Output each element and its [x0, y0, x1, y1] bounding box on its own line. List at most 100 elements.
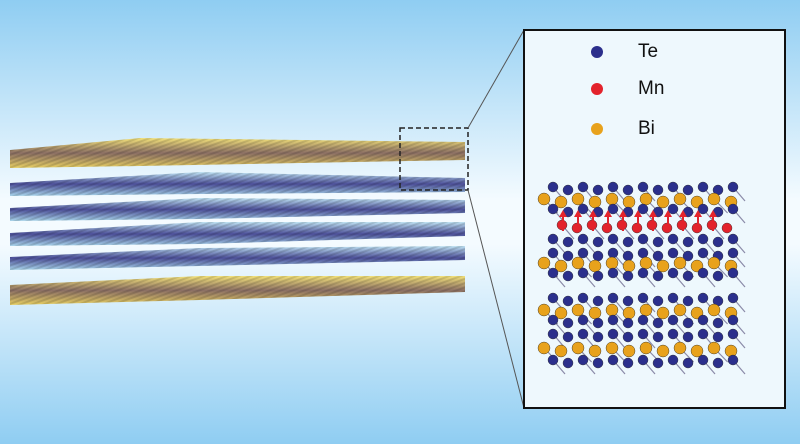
- legend-swatch: [591, 46, 603, 58]
- bi-atom: [639, 192, 653, 206]
- legend-label: Bi: [638, 118, 655, 139]
- te-atom: [547, 247, 559, 259]
- bi-atom: [673, 256, 687, 270]
- te-atom: [592, 331, 604, 343]
- bi-atom: [605, 303, 619, 317]
- te-atom: [652, 270, 664, 282]
- te-atom: [607, 203, 619, 215]
- te-atom: [697, 292, 709, 304]
- te-atom: [652, 236, 664, 248]
- bi-atom: [588, 195, 602, 209]
- te-atom: [697, 203, 709, 215]
- te-atom: [637, 354, 649, 366]
- bi-atom: [571, 256, 585, 270]
- te-atom: [607, 233, 619, 245]
- te-atom: [592, 295, 604, 307]
- bi-atom: [554, 344, 568, 358]
- bi-atom: [571, 192, 585, 206]
- te-atom: [727, 247, 739, 259]
- slab-texture: [10, 172, 465, 196]
- te-atom: [562, 317, 574, 329]
- te-atom: [562, 295, 574, 307]
- crystal-structure: [537, 181, 746, 375]
- bi-atom: [622, 259, 636, 273]
- bi-atom: [690, 344, 704, 358]
- te-atom: [577, 314, 589, 326]
- bi-atom: [656, 259, 670, 273]
- te-atom: [547, 203, 559, 215]
- spin-arrow-head: [559, 210, 567, 217]
- bi-atom: [537, 192, 551, 206]
- te-atom: [727, 314, 739, 326]
- te-atom: [607, 354, 619, 366]
- legend-swatch: [591, 123, 603, 135]
- legend-label: Te: [638, 41, 658, 62]
- te-atom: [622, 236, 634, 248]
- spin-arrow-head: [574, 210, 582, 217]
- te-atom: [622, 250, 634, 262]
- te-atom: [652, 357, 664, 369]
- te-atom: [712, 270, 724, 282]
- bi-atom: [605, 256, 619, 270]
- bi-atom: [673, 303, 687, 317]
- te-atom: [667, 247, 679, 259]
- te-atom: [607, 247, 619, 259]
- te-atom: [607, 181, 619, 193]
- te-atom: [547, 354, 559, 366]
- spin-arrow-head: [709, 210, 717, 217]
- bi-atom: [707, 341, 721, 355]
- bi-atom: [537, 256, 551, 270]
- bi-atom: [622, 344, 636, 358]
- bi-atom: [554, 195, 568, 209]
- bi-atom: [639, 303, 653, 317]
- bi-atom: [605, 341, 619, 355]
- te-atom: [682, 317, 694, 329]
- spin-arrow-head: [649, 210, 657, 217]
- te-atom: [697, 354, 709, 366]
- te-atom: [637, 181, 649, 193]
- slab-texture: [10, 246, 465, 270]
- te-atom: [577, 267, 589, 279]
- te-atom: [667, 328, 679, 340]
- legend-swatch: [591, 83, 603, 95]
- bi-atom: [554, 259, 568, 273]
- te-atom: [547, 267, 559, 279]
- te-atom: [697, 328, 709, 340]
- bi-atom: [622, 195, 636, 209]
- te-atom: [562, 184, 574, 196]
- te-atom: [607, 292, 619, 304]
- te-atom: [547, 233, 559, 245]
- te-atom: [622, 295, 634, 307]
- te-atom: [577, 203, 589, 215]
- te-atom: [667, 267, 679, 279]
- te-atom: [697, 314, 709, 326]
- te-atom: [697, 181, 709, 193]
- te-atom: [577, 233, 589, 245]
- bi-atom: [639, 341, 653, 355]
- mn-atom: [721, 222, 733, 234]
- te-atom: [712, 317, 724, 329]
- te-atom: [577, 328, 589, 340]
- slab-texture: [10, 138, 465, 168]
- legend-label: Mn: [638, 78, 664, 99]
- bi-atom: [707, 192, 721, 206]
- bi-atom: [707, 303, 721, 317]
- slab-texture: [10, 276, 465, 305]
- te-atom: [622, 357, 634, 369]
- bi-atom: [571, 341, 585, 355]
- te-atom: [577, 292, 589, 304]
- te-atom: [547, 314, 559, 326]
- te-atom: [592, 184, 604, 196]
- te-atom: [682, 250, 694, 262]
- bi-atom: [571, 303, 585, 317]
- legend: Te Mn Bi: [591, 41, 664, 139]
- te-atom: [577, 354, 589, 366]
- te-atom: [562, 270, 574, 282]
- te-atom: [637, 203, 649, 215]
- spin-arrow-head: [634, 210, 642, 217]
- te-atom: [622, 317, 634, 329]
- bi-atom: [656, 344, 670, 358]
- te-atom: [547, 181, 559, 193]
- spin-arrow-head: [619, 210, 627, 217]
